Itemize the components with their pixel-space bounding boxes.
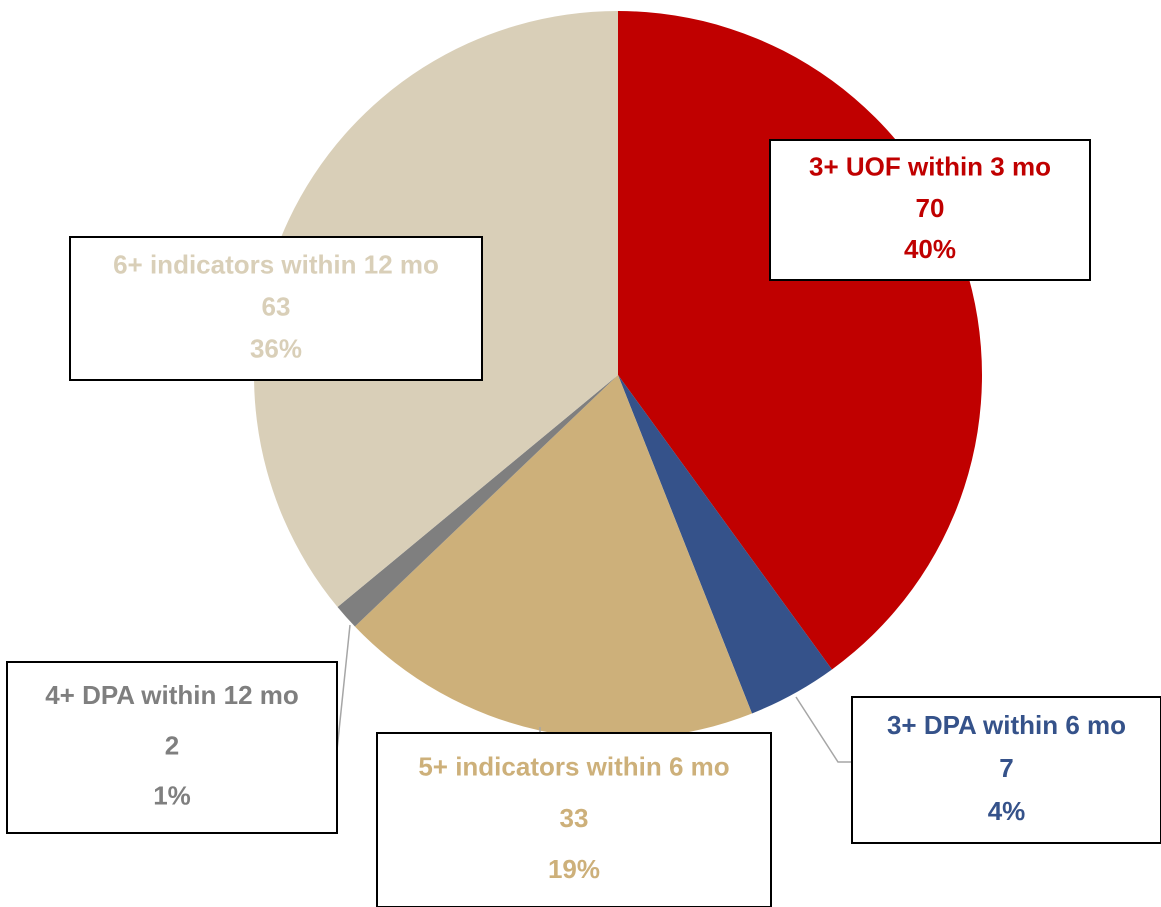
data-labels: 3+ UOF within 3 mo 70 40% 3+ DPA within 6 m…: [6, 139, 1161, 907]
pie-slice: [354, 375, 752, 739]
label-box: [376, 732, 772, 907]
label-box: [851, 696, 1161, 844]
label-value: 33: [560, 803, 589, 833]
leader-line: [795, 696, 852, 763]
label-value: 2: [165, 730, 179, 760]
label-percent: 4%: [988, 796, 1026, 826]
label-percent: 1%: [153, 781, 191, 811]
label-value: 63: [262, 291, 291, 321]
label-category: 5+ indicators within 6 mo: [418, 752, 729, 782]
label-box: [769, 139, 1091, 281]
label-category: 6+ indicators within 12 mo: [113, 249, 439, 279]
label-value: 70: [916, 193, 945, 223]
label-category: 3+ UOF within 3 mo: [809, 152, 1051, 182]
label-box: [6, 661, 338, 834]
label-percent: 36%: [250, 333, 302, 363]
label-box: [69, 236, 483, 381]
label-percent: 19%: [548, 854, 600, 884]
pie-slice: [337, 375, 618, 627]
pie-slice: [618, 375, 832, 714]
label-category: 3+ DPA within 6 mo: [887, 710, 1126, 740]
label-category: 4+ DPA within 12 mo: [45, 680, 299, 710]
leader-line: [336, 624, 351, 751]
label-value: 7: [999, 753, 1013, 783]
label-percent: 40%: [904, 234, 956, 264]
